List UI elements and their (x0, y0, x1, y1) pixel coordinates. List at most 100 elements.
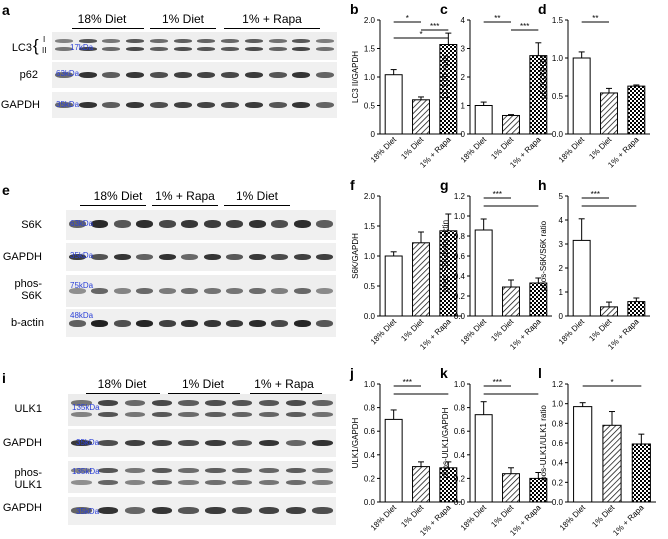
y-tick-label: 0.0 (364, 498, 376, 507)
blot-band (292, 102, 311, 108)
blot-band (113, 254, 131, 260)
group-underline (150, 28, 216, 29)
y-tick-label: 1.5 (552, 16, 564, 25)
blot-band (178, 480, 199, 485)
y-tick-label: 1.5 (364, 45, 376, 54)
blot-band (285, 468, 306, 473)
blot-band (226, 320, 244, 327)
bar (627, 85, 646, 135)
kda-marker: 135kDa (72, 403, 100, 412)
y-tick-label: 0.8 (364, 404, 376, 413)
blot-band (292, 72, 311, 78)
blot-band (197, 102, 216, 108)
blot-band (244, 39, 263, 43)
significance-label: *** (493, 378, 502, 387)
blot-band (203, 254, 221, 260)
panel-label-b: b (350, 1, 359, 17)
bar (600, 92, 618, 135)
y-tick-label: 0.4 (454, 272, 466, 281)
y-axis-label: phos-S6K/S6K ratio (539, 220, 548, 291)
blot-band (71, 400, 92, 406)
blot-band (271, 288, 289, 294)
blot-band (316, 102, 335, 108)
y-axis-label: LC3 I/II ratio (441, 55, 450, 99)
x-tick-label: 1% Diet (489, 503, 516, 530)
x-tick-label: 1% + Rapa (611, 503, 646, 538)
blot-band (312, 400, 333, 406)
blot-band (293, 254, 311, 260)
kda-marker: 48kDa (70, 311, 94, 320)
row-label-b-actin: b-actin (10, 317, 44, 329)
kda-marker: 35kDa (70, 251, 94, 260)
significance-label: *** (591, 190, 600, 199)
blot-band (285, 507, 306, 514)
y-tick-label: 0.4 (454, 451, 466, 460)
x-tick-label: 1% Diet (587, 135, 614, 162)
y-tick-label: 0.0 (454, 498, 466, 507)
blot-band (126, 47, 145, 51)
group-label: 1% Diet (161, 12, 205, 26)
panel-label-e: e (2, 182, 10, 198)
blot-strip-p62 (52, 62, 337, 88)
row-label-gapdh: GAPDH (0, 99, 40, 111)
panel-label-c: c (440, 1, 448, 17)
blot-band (68, 320, 86, 327)
blot-band (173, 47, 192, 51)
group-label: 1% + Rapa (254, 377, 314, 391)
y-tick-label: 0.6 (454, 427, 466, 436)
y-tick-label: 0 (371, 130, 376, 139)
blot-band (258, 412, 280, 417)
panel-label-d: d (538, 1, 547, 17)
blot-band (126, 102, 145, 108)
y-tick-label: 2 (461, 73, 466, 82)
bar (502, 473, 520, 503)
blot-band (136, 320, 154, 327)
blot-strip-phos-s6k (66, 275, 336, 307)
bar (474, 105, 493, 135)
blot-band (124, 412, 146, 417)
blot-band (124, 400, 146, 406)
blot-band (248, 320, 266, 327)
blot-band (178, 412, 199, 417)
panel-label-g: g (440, 177, 449, 193)
blot-band (78, 47, 97, 51)
blot-band (226, 288, 244, 294)
blot-band (316, 320, 334, 327)
blot-band (151, 400, 172, 406)
blot-band (221, 47, 240, 51)
bar (474, 414, 493, 503)
y-tick-label: 2.0 (364, 16, 376, 25)
blot-band (258, 468, 280, 473)
kda-marker: 35kDa (56, 100, 80, 109)
blot-band (68, 288, 86, 294)
blot-band (285, 400, 306, 406)
panel-label-k: k (440, 365, 448, 381)
y-tick-label: 0 (559, 312, 564, 321)
row-label-gapdh: GAPDH (2, 502, 42, 514)
blot-band (316, 288, 334, 294)
y-axis-label: LC3 II/GAPDH (351, 51, 360, 103)
y-tick-label: 1 (559, 288, 564, 297)
y-tick-label: 3 (559, 240, 564, 249)
significance-label: *** (493, 190, 502, 199)
blot-band (149, 39, 168, 43)
bar (631, 443, 651, 503)
group-underline (80, 205, 146, 206)
bar (412, 466, 430, 503)
significance-label: *** (403, 378, 412, 387)
group-underline (86, 393, 160, 394)
blot-band (71, 507, 92, 514)
row-label-gapdh: GAPDH (2, 251, 42, 263)
blot-band (98, 507, 119, 514)
blot-band (158, 220, 176, 228)
blot-band (102, 39, 121, 43)
group-underline (152, 205, 218, 206)
group-underline (168, 393, 240, 394)
y-tick-label: 1.0 (364, 380, 376, 389)
blot-band (268, 39, 287, 43)
x-tick-label: 1% Diet (489, 135, 516, 162)
bar (627, 301, 646, 317)
row-sublabel: II (42, 46, 47, 55)
panel-label-l: l (538, 365, 542, 381)
group-label: 18% Diet (93, 189, 143, 203)
